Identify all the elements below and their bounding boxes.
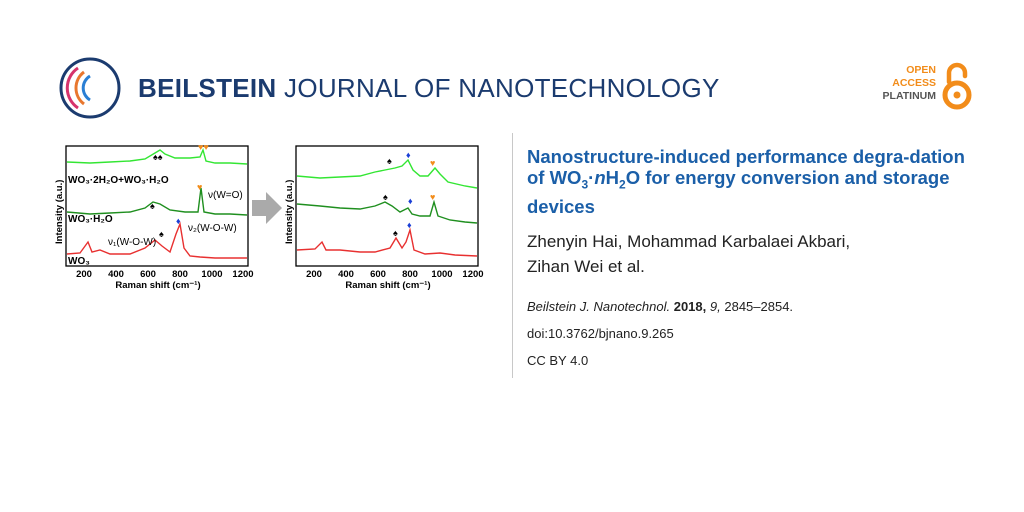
tick-label: 1200 xyxy=(462,269,483,280)
left-curve-wo3 xyxy=(66,221,247,259)
left-label-nu1: ν₁(W-O-W) xyxy=(108,237,156,248)
title-h: H xyxy=(605,167,619,188)
left-label-nu2: ν₂(W-O-W) xyxy=(188,223,237,234)
heart-marker: ♥ xyxy=(430,192,435,202)
heart-marker: ♥ xyxy=(197,182,202,192)
right-ylabel: Intensity (a.u.) xyxy=(284,180,295,244)
right-ticks: 200 400 600 800 1000 1200 xyxy=(306,269,484,280)
oa-access-label: ACCESS xyxy=(892,77,936,89)
left-plot-frame xyxy=(65,145,249,267)
article-citation: Beilstein J. Nanotechnol. 2018, 9, 2845–… xyxy=(527,299,967,314)
right-plot-frame xyxy=(295,145,479,267)
right-curve-mix xyxy=(296,158,478,189)
open-access-badge: OPEN ACCESS PLATINUM xyxy=(858,62,978,114)
title-part2: O for energy conversion and storage devi… xyxy=(527,167,950,217)
citation-journal: Beilstein J. Nanotechnol. xyxy=(527,298,671,314)
tick-label: 400 xyxy=(338,269,354,280)
tick-label: 600 xyxy=(140,269,156,280)
tick-label: 600 xyxy=(370,269,386,280)
spade-marker: ♠ xyxy=(383,192,388,202)
citation-year: 2018, xyxy=(673,298,707,314)
right-xlabel: Raman shift (cm⁻¹) xyxy=(345,280,430,291)
diamond-marker: ♦ xyxy=(408,196,413,206)
tick-label: 200 xyxy=(76,269,92,280)
vertical-divider xyxy=(512,133,513,378)
diamond-marker: ♦ xyxy=(407,220,412,230)
open-access-text: OPEN ACCESS PLATINUM xyxy=(883,64,936,103)
left-curve-mix xyxy=(66,147,248,165)
article-license[interactable]: CC BY 4.0 xyxy=(527,352,589,368)
tick-label: 800 xyxy=(172,269,188,280)
beilstein-logo-icon xyxy=(59,57,121,119)
article-authors: Zhenyin Hai, Mohammad Karbalaei Akbari, … xyxy=(527,229,967,279)
tick-label: 1000 xyxy=(431,269,452,280)
left-xlabel: Raman shift (cm⁻¹) xyxy=(115,280,200,291)
authors-line-1: Zhenyin Hai, Mohammad Karbalaei Akbari, xyxy=(527,231,851,251)
oa-open-label: OPEN xyxy=(906,64,936,76)
tick-label: 1200 xyxy=(232,269,253,280)
spade-marker: ♠ xyxy=(387,156,392,166)
raman-plot-right: ♠ ♠ ♠ ♦ ♦ ♦ ♥ ♥ Intensity (a.u.) 200 400… xyxy=(284,145,484,291)
diamond-marker: ♦ xyxy=(176,216,181,226)
left-label-wo3: WO₃ xyxy=(68,256,90,267)
spade-marker: ♠ xyxy=(159,229,164,239)
left-ticks: 200 400 600 800 1000 1200 xyxy=(76,269,254,280)
left-ylabel: Intensity (a.u.) xyxy=(54,180,65,244)
oa-platinum-label: PLATINUM xyxy=(882,90,936,102)
article-doi[interactable]: doi:10.3762/bjnano.9.265 xyxy=(527,325,674,341)
heart-marker: ♥♥ xyxy=(198,142,209,152)
left-label-mix: WO₃·2H₂O+WO₃·H₂O xyxy=(68,175,169,186)
diamond-marker: ♦ xyxy=(406,150,411,160)
citation-pages: 2845–2854. xyxy=(724,298,794,314)
article-title[interactable]: Nanostructure-induced performance degra-… xyxy=(527,146,967,217)
open-lock-icon xyxy=(942,62,972,110)
journal-header: BEILSTEIN JOURNAL OF NANOTECHNOLOGY OPEN… xyxy=(58,56,978,120)
left-label-nu-wo: ν(W=O) xyxy=(208,190,243,201)
left-label-h2o: WO₃·H₂O xyxy=(68,214,113,225)
article-info: Nanostructure-induced performance degra-… xyxy=(527,146,967,368)
title-part1: Nanostructure-induced performance degra-… xyxy=(527,146,965,188)
tick-label: 1000 xyxy=(201,269,222,280)
tick-label: 800 xyxy=(402,269,418,280)
journal-title-bold: BEILSTEIN xyxy=(138,73,277,103)
title-middot: · xyxy=(588,167,595,188)
tick-label: 200 xyxy=(306,269,322,280)
right-curve-wo3 xyxy=(296,227,478,257)
spade-marker: ♠♠ xyxy=(153,152,163,162)
authors-line-2: Zihan Wei et al. xyxy=(527,256,645,276)
graphical-abstract: WO₃·2H₂O+WO₃·H₂O WO₃·H₂O WO₃ ν(W=O) ν₂(W… xyxy=(54,142,484,291)
title-sub2: 2 xyxy=(619,177,626,192)
left-curve-h2o xyxy=(66,187,248,216)
journal-title-rest: JOURNAL OF NANOTECHNOLOGY xyxy=(284,73,720,103)
spade-marker: ♠ xyxy=(393,228,398,238)
transition-arrow-icon xyxy=(252,192,282,224)
raman-plot-left: WO₃·2H₂O+WO₃·H₂O WO₃·H₂O WO₃ ν(W=O) ν₂(W… xyxy=(54,142,254,291)
title-sub1: 3 xyxy=(581,177,589,192)
right-curve-h2o xyxy=(296,199,478,224)
citation-volume: 9, xyxy=(709,298,721,314)
spade-marker: ♠ xyxy=(150,201,155,211)
title-n: n xyxy=(594,167,606,188)
tick-label: 400 xyxy=(108,269,124,280)
journal-title: BEILSTEIN JOURNAL OF NANOTECHNOLOGY xyxy=(138,73,720,104)
heart-marker: ♥ xyxy=(430,158,435,168)
